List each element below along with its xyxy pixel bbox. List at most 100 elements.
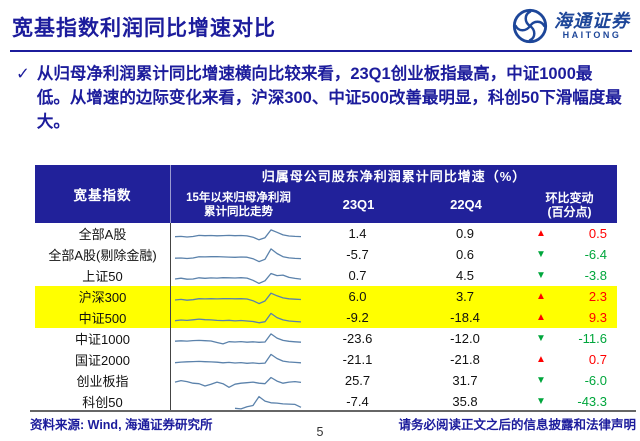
source-note: 资料来源: Wind, 海通证券研究所 bbox=[30, 418, 213, 432]
qoq-change-cell: ▲ 2.3 bbox=[520, 286, 617, 307]
disclaimer-note: 请务必阅读正文之后的信息披露和法律声明 bbox=[398, 418, 636, 432]
qoq-change-cell: ▼ -11.6 bbox=[520, 328, 617, 349]
q1-value: 1.4 bbox=[348, 226, 367, 241]
q4-value: -12.0 bbox=[450, 331, 480, 346]
page-title: 宽基指数利润同比增速对比 bbox=[12, 17, 276, 40]
logo-english-name: HAITONG bbox=[562, 30, 622, 40]
q4-value: 31.7 bbox=[452, 373, 478, 388]
up-triangle-icon: ▲ bbox=[536, 227, 546, 239]
q4-value: -21.8 bbox=[450, 352, 480, 367]
table-row: 沪深300 6.0 3.7 ▲ 2.3 bbox=[35, 286, 617, 307]
q1-value: 0.7 bbox=[348, 268, 367, 283]
table-row: 国证2000 -21.1 -21.8 ▲ 0.7 bbox=[35, 349, 617, 370]
logo-chinese-name: 海通证券 bbox=[554, 11, 630, 31]
col-header-qoq-change: 环比变动 (百分点) bbox=[545, 190, 594, 219]
index-name: 中证500 bbox=[78, 311, 127, 326]
q4-value: 0.6 bbox=[455, 247, 475, 262]
table-row: 全部A股 1.4 0.9 ▲ 0.5 bbox=[35, 223, 617, 244]
q4-value: 0.9 bbox=[455, 226, 475, 241]
q1-value: -23.6 bbox=[342, 331, 373, 346]
sparkline-icon bbox=[174, 376, 302, 388]
summary-bullet: ✓ 从归母净利润累计同比增速横向比较来看，23Q1创业板指最高，中证1000最低… bbox=[16, 62, 624, 134]
trend-sparkline bbox=[170, 223, 305, 244]
col-header-23q1: 23Q1 bbox=[342, 197, 375, 212]
change-value: -43.3 bbox=[577, 394, 607, 409]
up-triangle-icon: ▲ bbox=[536, 311, 546, 323]
change-value: -6.0 bbox=[584, 373, 607, 388]
sparkline-icon bbox=[174, 353, 302, 365]
sparkline-icon bbox=[174, 248, 302, 263]
qoq-change-cell: ▼ -6.4 bbox=[520, 244, 617, 265]
q4-value: 4.5 bbox=[455, 268, 475, 283]
trend-sparkline bbox=[170, 286, 305, 307]
change-value: -6.4 bbox=[584, 247, 607, 262]
table-row: 创业板指 25.7 31.7 ▼ -6.0 bbox=[35, 370, 617, 391]
q4-value: 35.8 bbox=[452, 394, 478, 409]
qoq-change-cell: ▼ -6.0 bbox=[520, 370, 617, 391]
sparkline-icon bbox=[174, 272, 302, 285]
sparkline-icon bbox=[174, 229, 302, 241]
down-triangle-icon: ▼ bbox=[536, 395, 546, 407]
table-span-header: 归属母公司股东净利润累计同比增速（%） bbox=[261, 169, 527, 184]
q4-value: -18.4 bbox=[450, 310, 480, 325]
table-row: 中证500 -9.2 -18.4 ▲ 9.3 bbox=[35, 307, 617, 328]
change-value: 0.5 bbox=[588, 226, 607, 241]
table-row: 上证50 0.7 4.5 ▼ -3.8 bbox=[35, 265, 617, 286]
index-name: 国证2000 bbox=[75, 353, 130, 368]
down-triangle-icon: ▼ bbox=[536, 269, 546, 281]
qoq-change-cell: ▼ -3.8 bbox=[520, 265, 617, 286]
change-value: 9.3 bbox=[588, 310, 607, 325]
trend-sparkline bbox=[170, 370, 305, 391]
index-name: 科创50 bbox=[82, 395, 123, 410]
index-name: 全部A股(剔除金融) bbox=[48, 248, 157, 263]
qoq-change-cell: ▲ 0.5 bbox=[520, 223, 617, 244]
sparkline-icon bbox=[174, 292, 302, 305]
trend-sparkline bbox=[170, 328, 305, 349]
haitong-pinwheel-icon bbox=[512, 8, 548, 44]
summary-text: 从归母净利润累计同比增速横向比较来看，23Q1创业板指最高，中证1000最低。从… bbox=[36, 65, 622, 131]
sparkline-icon bbox=[174, 312, 302, 324]
change-value: -11.6 bbox=[578, 331, 607, 346]
checkmark-icon: ✓ bbox=[16, 65, 30, 83]
qoq-change-cell: ▲ 0.7 bbox=[520, 349, 617, 370]
q1-value: -5.7 bbox=[346, 247, 369, 262]
index-name: 沪深300 bbox=[78, 290, 127, 305]
col-header-index-name: 宽基指数 bbox=[73, 188, 132, 203]
table-row: 中证1000 -23.6 -12.0 ▼ -11.6 bbox=[35, 328, 617, 349]
down-triangle-icon: ▼ bbox=[536, 332, 546, 344]
trend-sparkline bbox=[170, 349, 305, 370]
table-header-right: 归属母公司股东净利润累计同比增速（%） 15年以来归母净利润 累计同比走势 23… bbox=[170, 165, 617, 223]
index-name: 上证50 bbox=[82, 269, 123, 284]
table-row: 全部A股(剔除金融) -5.7 0.6 ▼ -6.4 bbox=[35, 244, 617, 265]
up-triangle-icon: ▲ bbox=[536, 290, 546, 302]
col-header-22q4: 22Q4 bbox=[450, 197, 482, 212]
trend-sparkline bbox=[170, 244, 305, 265]
title-divider bbox=[10, 50, 632, 52]
haitong-logo: 海通证券 HAITONG bbox=[511, 7, 630, 45]
index-name: 中证1000 bbox=[75, 332, 130, 347]
change-value: 0.7 bbox=[588, 352, 607, 367]
q1-value: -9.2 bbox=[346, 310, 369, 325]
footer-divider bbox=[30, 410, 636, 412]
table-row: 科创50 -7.4 35.8 ▼ -43.3 bbox=[35, 391, 617, 412]
trend-sparkline bbox=[170, 265, 305, 286]
q1-value: -21.1 bbox=[342, 352, 373, 367]
trend-sparkline bbox=[170, 307, 305, 328]
qoq-change-cell: ▲ 9.3 bbox=[520, 307, 617, 328]
index-name: 全部A股 bbox=[78, 227, 127, 242]
q1-value: 6.0 bbox=[348, 289, 367, 304]
index-profit-table: 宽基指数 归属母公司股东净利润累计同比增速（%） 15年以来归母净利润 累计同比… bbox=[35, 165, 617, 412]
sparkline-icon bbox=[234, 395, 302, 410]
qoq-change-cell: ▼ -43.3 bbox=[520, 391, 617, 412]
down-triangle-icon: ▼ bbox=[536, 374, 546, 386]
change-value: -3.8 bbox=[584, 268, 607, 283]
q1-value: -7.4 bbox=[346, 394, 369, 409]
trend-sparkline bbox=[170, 391, 305, 412]
down-triangle-icon: ▼ bbox=[536, 248, 546, 260]
up-triangle-icon: ▲ bbox=[536, 353, 546, 365]
index-name: 创业板指 bbox=[76, 374, 129, 389]
page-number: 5 bbox=[316, 425, 324, 439]
col-header-trend: 15年以来归母净利润 累计同比走势 bbox=[186, 191, 291, 218]
sparkline-icon bbox=[174, 333, 302, 345]
table-body: 全部A股 1.4 0.9 ▲ 0.5 全部A股(剔除金融) -5.7 0.6 ▼ -6.4 上证50… bbox=[35, 223, 617, 412]
